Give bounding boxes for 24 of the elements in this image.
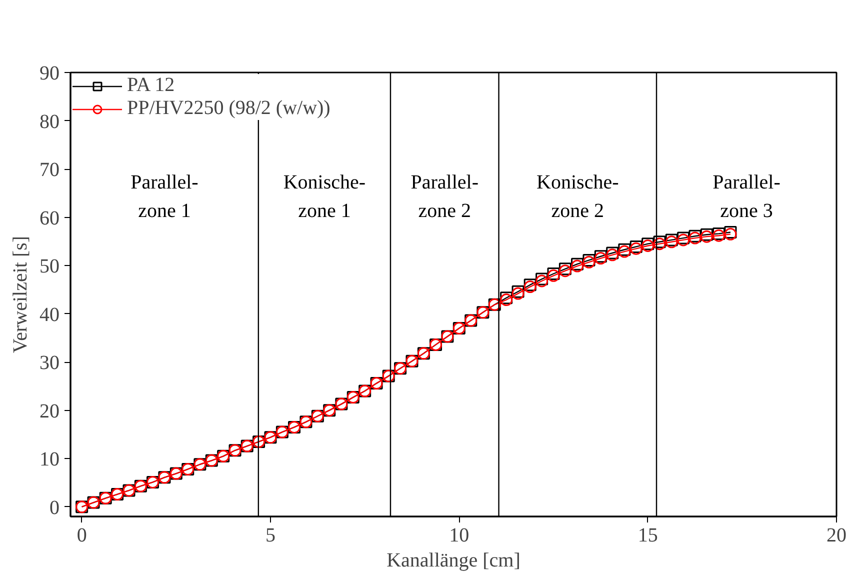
x-tick-label: 15 <box>638 524 658 546</box>
y-tick-label: 60 <box>40 207 60 230</box>
x-tick-label: 10 <box>449 524 470 546</box>
x-tick-label: 20 <box>826 524 846 546</box>
x-axis-title: Kanallänge [cm] <box>386 550 520 572</box>
x-tick-label: 0 <box>76 524 87 546</box>
annotation: Parallel- zone 1 <box>130 172 198 222</box>
y-tick-label: 30 <box>40 352 60 374</box>
y-tick-label: 70 <box>40 159 60 182</box>
y-tick-label: 10 <box>40 448 60 471</box>
y-tick-label: 80 <box>40 110 60 133</box>
y-tick-label: 0 <box>50 496 60 519</box>
x-tick-label: 5 <box>265 524 276 546</box>
annotation: Konische- zone 1 <box>283 172 366 222</box>
annotation: Parallel- zone 3 <box>712 172 780 222</box>
y-tick-label: 40 <box>40 304 60 326</box>
legend-label: PP/HV2250 (98/2 (w/w)) <box>127 97 330 120</box>
y-axis-title: Verweilzeit [s] <box>10 236 32 354</box>
legend-label: PA 12 <box>127 74 175 97</box>
y-tick-label: 50 <box>40 256 60 278</box>
y-tick-label: 20 <box>40 400 60 422</box>
y-tick-label: 90 <box>40 62 60 84</box>
annotation: Konische- zone 2 <box>536 172 619 222</box>
annotation: Parallel- zone 2 <box>410 172 479 222</box>
